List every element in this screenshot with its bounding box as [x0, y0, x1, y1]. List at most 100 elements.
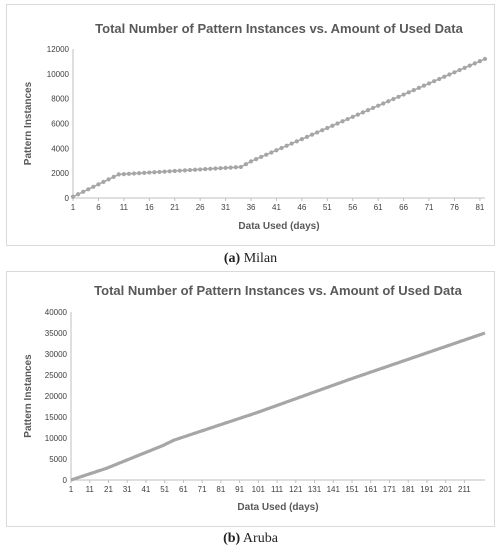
- data-point: [96, 182, 101, 187]
- data-point: [121, 171, 126, 177]
- data-point: [243, 162, 249, 167]
- x-tick-label: 1: [69, 485, 74, 494]
- x-tick-label: 181: [402, 485, 416, 494]
- chart-milan: Total Number of Pattern Instances vs. Am…: [23, 21, 488, 232]
- data-point: [426, 81, 432, 86]
- y-tick-label: 25000: [45, 371, 68, 380]
- data-point: [101, 179, 106, 184]
- data-point: [228, 165, 233, 170]
- series-line: [72, 58, 486, 198]
- data-point: [325, 125, 330, 131]
- x-tick-label: 1: [71, 203, 76, 212]
- x-tick-label: 41: [272, 203, 281, 212]
- data-point: [472, 61, 477, 66]
- chart-panel-milan: Total Number of Pattern Instances vs. Am…: [6, 4, 495, 246]
- chart-panel-aruba: Total Number of Pattern Instances vs. Am…: [6, 271, 495, 527]
- data-point: [340, 119, 345, 124]
- data-point: [432, 79, 437, 84]
- data-point: [111, 174, 116, 179]
- data-point: [442, 74, 447, 79]
- data-point: [355, 112, 360, 117]
- data-point: [304, 134, 310, 139]
- x-tick-label: 11: [120, 203, 129, 212]
- data-point: [309, 132, 315, 137]
- data-point: [147, 170, 152, 175]
- data-point: [152, 170, 157, 175]
- data-point: [86, 187, 91, 192]
- x-tick-label: 76: [450, 203, 459, 212]
- y-tick-label: 10000: [45, 434, 68, 443]
- data-point: [411, 88, 416, 93]
- x-tick-label: 6: [96, 203, 101, 212]
- x-tick-label: 201: [439, 485, 453, 494]
- data-point: [406, 90, 411, 95]
- data-point: [177, 168, 182, 173]
- data-point: [75, 192, 81, 197]
- data-point: [137, 171, 142, 176]
- x-tick-label: 31: [123, 485, 132, 494]
- x-tick-label: 121: [289, 485, 303, 494]
- data-point: [482, 56, 488, 62]
- x-tick-label: 71: [198, 485, 207, 494]
- x-tick-label: 141: [327, 485, 341, 494]
- x-tick-label: 131: [308, 485, 322, 494]
- data-point: [233, 165, 238, 170]
- data-point: [345, 116, 350, 122]
- data-point: [238, 164, 243, 170]
- data-point: [462, 65, 467, 70]
- data-point: [360, 110, 366, 115]
- data-point: [320, 128, 325, 133]
- y-tick-label: 10000: [47, 70, 70, 79]
- x-axis-label: Data Used (days): [238, 221, 319, 232]
- data-point: [370, 105, 376, 111]
- caption-letter: (a): [223, 251, 241, 266]
- x-tick-label: 16: [145, 203, 154, 212]
- data-point: [289, 141, 294, 146]
- data-point: [264, 152, 269, 157]
- x-tick-label: 101: [252, 485, 266, 494]
- data-point: [437, 76, 442, 82]
- data-point: [396, 94, 401, 99]
- x-tick-label: 61: [179, 485, 188, 494]
- data-point: [294, 139, 299, 144]
- x-tick-label: 81: [475, 203, 484, 212]
- data-point: [167, 169, 172, 174]
- data-point: [391, 96, 396, 102]
- data-point: [116, 172, 121, 177]
- data-point: [376, 103, 381, 108]
- y-tick-label: 4000: [51, 144, 69, 153]
- caption-text: Aruba: [242, 531, 278, 546]
- data-point: [223, 165, 228, 170]
- data-point: [365, 108, 371, 113]
- y-tick-label: 12000: [47, 45, 70, 54]
- data-point: [381, 101, 386, 106]
- data-point: [126, 171, 132, 176]
- data-point: [315, 130, 320, 135]
- chart-title: Total Number of Pattern Instances vs. Am…: [94, 283, 462, 298]
- data-point: [198, 167, 203, 172]
- x-tick-label: 31: [221, 203, 230, 212]
- data-point: [157, 169, 162, 175]
- y-tick-label: 35000: [45, 329, 68, 338]
- data-point: [106, 177, 111, 182]
- x-tick-label: 51: [160, 485, 169, 494]
- x-tick-label: 151: [345, 485, 359, 494]
- x-tick-label: 26: [196, 203, 205, 212]
- data-point: [421, 83, 427, 88]
- data-point: [284, 143, 289, 148]
- data-point: [386, 99, 391, 104]
- y-tick-label: 0: [65, 194, 70, 203]
- x-tick-label: 41: [141, 485, 150, 494]
- y-axis-label: Pattern Instances: [23, 354, 34, 438]
- data-point: [162, 169, 167, 174]
- data-point: [187, 167, 193, 173]
- data-point: [203, 167, 208, 172]
- x-tick-label: 111: [271, 485, 284, 494]
- x-tick-label: 21: [170, 203, 179, 212]
- x-tick-label: 91: [235, 485, 244, 494]
- data-point: [269, 150, 274, 155]
- x-tick-label: 211: [458, 485, 471, 494]
- data-point: [213, 166, 218, 171]
- x-tick-label: 36: [247, 203, 256, 212]
- data-point: [416, 85, 421, 90]
